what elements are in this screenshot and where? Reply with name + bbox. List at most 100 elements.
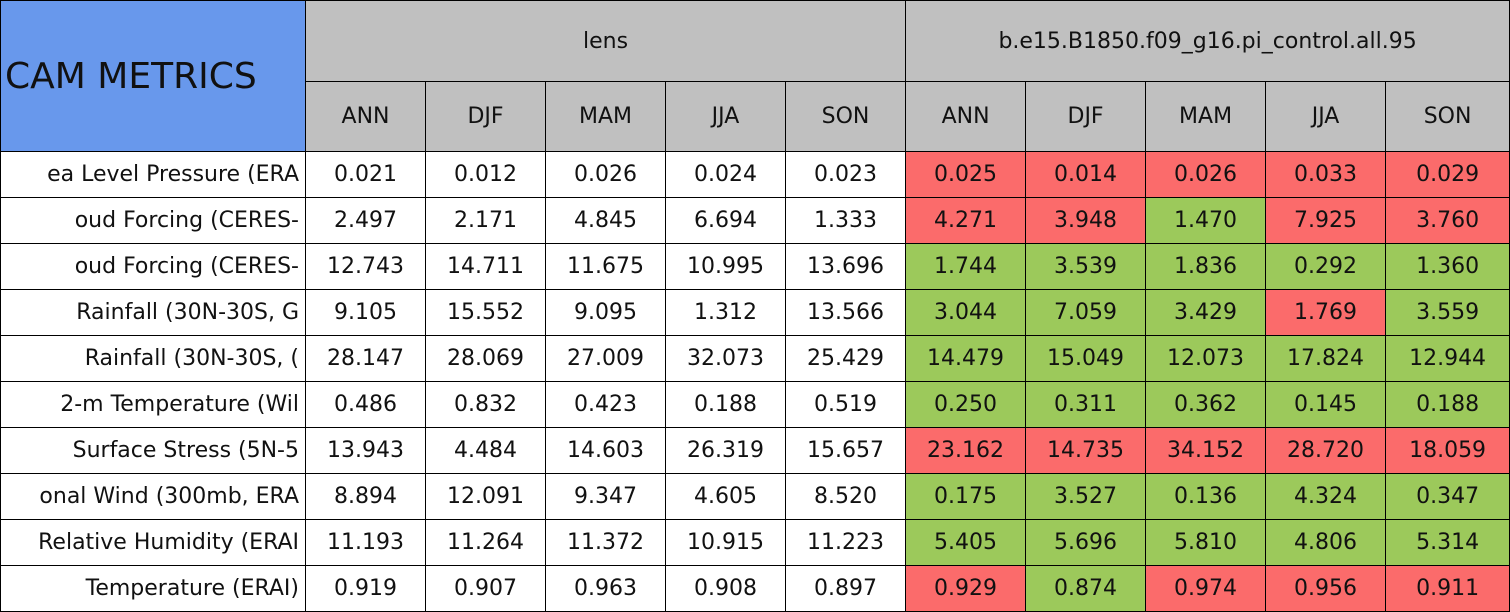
data-row: Relative Humidity (ERAI 11.193 11.264 11.37…	[0, 519, 1510, 566]
control-cell: 3.760	[1385, 197, 1510, 244]
season-header: SON	[1385, 81, 1510, 152]
control-cell: 23.162	[905, 427, 1027, 474]
lens-cell: 1.333	[784, 197, 907, 244]
control-cell: 0.029	[1385, 151, 1510, 198]
control-cell: 1.769	[1265, 289, 1387, 336]
control-cell: 0.974	[1145, 565, 1267, 612]
lens-cell: 15.552	[425, 289, 546, 336]
control-cell: 0.911	[1385, 565, 1510, 612]
metric-label: ea Level Pressure (ERA	[0, 151, 306, 198]
lens-cell: 0.423	[545, 381, 666, 428]
control-cell: 0.292	[1265, 243, 1387, 290]
metric-label: Rainfall (30N-30S, (	[0, 335, 306, 382]
lens-cell: 0.023	[784, 151, 907, 198]
table-title: CAM METRICS	[0, 0, 306, 152]
data-row: onal Wind (300mb, ERA 8.894 12.091 9.347 4.6…	[0, 473, 1510, 520]
control-cell: 17.824	[1265, 335, 1387, 382]
season-header: ANN	[905, 81, 1027, 152]
control-cell: 0.188	[1385, 381, 1510, 428]
control-cell: 5.314	[1385, 519, 1510, 566]
lens-cell: 8.520	[784, 473, 907, 520]
lens-cell: 11.193	[305, 519, 426, 566]
control-cell: 4.271	[905, 197, 1027, 244]
control-cell: 1.360	[1385, 243, 1510, 290]
control-cell: 12.944	[1385, 335, 1510, 382]
lens-cell: 27.009	[545, 335, 666, 382]
lens-cell: 0.963	[545, 565, 666, 612]
control-cell: 0.014	[1025, 151, 1147, 198]
lens-cell: 0.026	[545, 151, 666, 198]
data-row: oud Forcing (CERES- 12.743 14.711 11.675 10.…	[0, 243, 1510, 290]
lens-cell: 2.171	[425, 197, 546, 244]
control-cell: 0.311	[1025, 381, 1147, 428]
data-row: Rainfall (30N-30S, G 9.105 15.552 9.095 1.31…	[0, 289, 1510, 336]
control-cell: 0.929	[905, 565, 1027, 612]
lens-cell: 13.943	[305, 427, 426, 474]
control-cell: 1.744	[905, 243, 1027, 290]
lens-cell: 0.908	[665, 565, 786, 612]
data-row: Surface Stress (5N-5 13.943 4.484 14.603 26.…	[0, 427, 1510, 474]
control-cell: 5.810	[1145, 519, 1267, 566]
control-cell: 3.559	[1385, 289, 1510, 336]
season-header: MAM	[545, 81, 666, 152]
group-header: lens	[304, 0, 907, 82]
lens-cell: 0.021	[305, 151, 426, 198]
control-cell: 3.044	[905, 289, 1027, 336]
metric-label: Surface Stress (5N-5	[0, 427, 306, 474]
lens-cell: 9.105	[305, 289, 426, 336]
lens-cell: 26.319	[665, 427, 786, 474]
metric-label: Rainfall (30N-30S, G	[0, 289, 306, 336]
control-cell: 3.948	[1025, 197, 1147, 244]
lens-cell: 11.264	[425, 519, 546, 566]
lens-cell: 14.711	[425, 243, 546, 290]
control-cell: 3.429	[1145, 289, 1267, 336]
season-header: ANN	[305, 81, 426, 152]
lens-cell: 11.675	[545, 243, 666, 290]
season-header: JJA	[665, 81, 786, 152]
lens-cell: 28.147	[305, 335, 426, 382]
season-header: SON	[784, 81, 907, 152]
lens-cell: 9.095	[545, 289, 666, 336]
control-cell: 0.136	[1145, 473, 1267, 520]
control-cell: 5.696	[1025, 519, 1147, 566]
metric-label: onal Wind (300mb, ERA	[0, 473, 306, 520]
metric-label: 2-m Temperature (Wil	[0, 381, 306, 428]
lens-cell: 15.657	[784, 427, 907, 474]
data-row: ea Level Pressure (ERA 0.021 0.012 0.026 0.0…	[0, 151, 1510, 198]
lens-cell: 2.497	[305, 197, 426, 244]
lens-cell: 0.519	[784, 381, 907, 428]
control-cell: 3.539	[1025, 243, 1147, 290]
control-cell: 4.806	[1265, 519, 1387, 566]
lens-cell: 4.845	[545, 197, 666, 244]
lens-cell: 0.907	[425, 565, 546, 612]
lens-cell: 1.312	[665, 289, 786, 336]
season-header: JJA	[1265, 81, 1387, 152]
season-row: ANN DJF MAM JJA SON ANN DJF MAM JJA SON	[1, 81, 1510, 152]
lens-cell: 11.372	[545, 519, 666, 566]
lens-cell: 9.347	[545, 473, 666, 520]
lens-cell: 4.605	[665, 473, 786, 520]
control-cell: 0.175	[905, 473, 1027, 520]
lens-cell: 0.897	[784, 565, 907, 612]
lens-cell: 0.024	[665, 151, 786, 198]
control-cell: 7.925	[1265, 197, 1387, 244]
group-header: b.e15.B1850.f09_g16.pi_control.all.95	[905, 0, 1510, 82]
control-cell: 1.836	[1145, 243, 1267, 290]
control-cell: 0.250	[905, 381, 1027, 428]
metric-label: oud Forcing (CERES-	[0, 197, 306, 244]
control-cell: 0.033	[1265, 151, 1387, 198]
control-cell: 34.152	[1145, 427, 1267, 474]
header-row: CAM METRICS lens b.e15.B1850.f09_g16.pi_co…	[0, 0, 1510, 152]
control-cell: 15.049	[1025, 335, 1147, 382]
control-cell: 18.059	[1385, 427, 1510, 474]
control-cell: 3.527	[1025, 473, 1147, 520]
metric-label: Temperature (ERAI)	[0, 565, 306, 612]
control-cell: 5.405	[905, 519, 1027, 566]
control-cell: 7.059	[1025, 289, 1147, 336]
control-cell: 4.324	[1265, 473, 1387, 520]
lens-cell: 12.091	[425, 473, 546, 520]
data-row: Temperature (ERAI) 0.919 0.907 0.963 0.908 0.…	[0, 565, 1510, 612]
metric-label: oud Forcing (CERES-	[0, 243, 306, 290]
lens-cell: 8.894	[305, 473, 426, 520]
lens-cell: 13.566	[784, 289, 907, 336]
